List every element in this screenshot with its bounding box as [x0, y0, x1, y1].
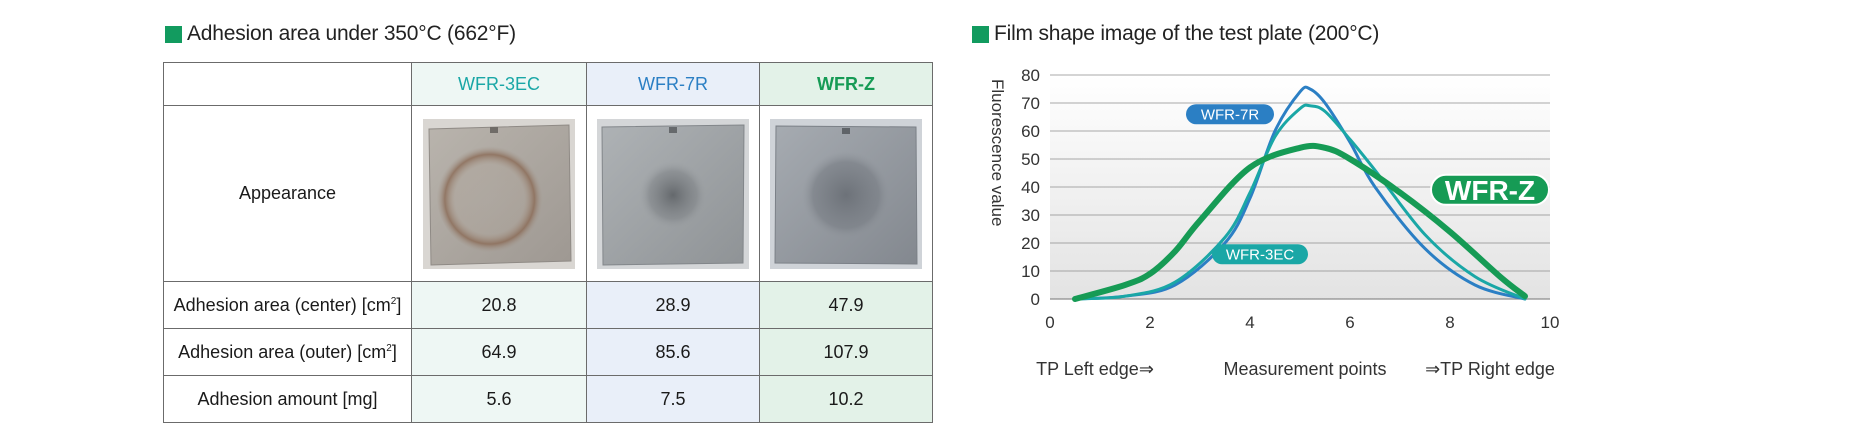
x-tick-label: 10 — [1541, 313, 1560, 332]
table-row-appearance: Appearance — [163, 105, 933, 282]
title-marker-square — [972, 25, 989, 43]
x-axis-label: Measurement points — [1223, 359, 1386, 379]
table-row-adhesion-amount: Adhesion amount [mg] 5.6 7.5 10.2 — [163, 375, 933, 423]
appearance-cell-wfr-7r — [586, 105, 760, 282]
table-cell: 85.6 — [586, 328, 760, 376]
test-plate-image-wfr-3ec — [423, 118, 575, 269]
series-line-wfr-3ec — [1073, 103, 1527, 301]
table-header-row: WFR-3EC WFR-7R WFR-Z — [163, 62, 933, 106]
x-tick-label: 0 — [1045, 313, 1054, 332]
y-tick-label: 30 — [1021, 206, 1040, 225]
row-label-adhesion-center: Adhesion area (center) [cm2] — [163, 281, 412, 329]
appearance-cell-wfr-3ec — [411, 105, 587, 282]
y-axis-ticks: 0 10 20 30 40 50 60 70 80 — [1021, 66, 1040, 309]
row-label-adhesion-outer: Adhesion area (outer) [cm2] — [163, 328, 412, 376]
x-axis-ticks: 0 2 4 6 8 10 — [1045, 313, 1559, 332]
series-label-text: WFR-7R — [1201, 107, 1259, 124]
table-cell: 47.9 — [759, 281, 933, 329]
row-label-text: Adhesion area (center) [cm — [173, 294, 391, 315]
y-tick-label: 40 — [1021, 178, 1040, 197]
row-label-end: ] — [396, 294, 402, 315]
row-label-appearance: Appearance — [163, 105, 412, 282]
y-tick-label: 20 — [1021, 234, 1040, 253]
table-cell: 7.5 — [586, 375, 760, 423]
series-label-wfr-z: WFR-Z — [1430, 173, 1550, 206]
y-tick-label: 10 — [1021, 262, 1040, 281]
row-label-end: ] — [391, 341, 397, 362]
table-row-adhesion-outer: Adhesion area (outer) [cm2] 64.9 85.6 10… — [163, 328, 933, 376]
header-empty-cell — [163, 62, 412, 106]
chart-section-title: Film shape image of the test plate (200°… — [972, 22, 1379, 46]
series-label-badge — [1430, 173, 1550, 206]
series-labels: WFR-7R WFR-3EC WFR-Z — [1186, 104, 1550, 265]
table-cell: 107.9 — [759, 328, 933, 376]
chart-title-text: Film shape image of the test plate (200°… — [994, 22, 1380, 45]
row-label-superscript: 2 — [386, 342, 392, 354]
column-header-wfr-3ec: WFR-3EC — [411, 62, 587, 106]
table-cell: 64.9 — [411, 328, 587, 376]
series-line-wfr-7r — [1073, 85, 1527, 301]
x-tick-label: 8 — [1445, 313, 1454, 332]
table-row-adhesion-center: Adhesion area (center) [cm2] 20.8 28.9 4… — [163, 281, 933, 329]
y-tick-label: 60 — [1021, 122, 1040, 141]
x-axis-left-note: TP Left edge⇒ — [1036, 359, 1154, 379]
series-label-text: WFR-Z — [1445, 175, 1535, 206]
y-tick-label: 50 — [1021, 150, 1040, 169]
row-label-adhesion-amount: Adhesion amount [mg] — [163, 375, 412, 423]
table-cell: 10.2 — [759, 375, 933, 423]
x-axis-right-note: ⇒TP Right edge — [1425, 359, 1555, 379]
series-lines — [1072, 85, 1528, 302]
row-label-text: Adhesion amount [mg] — [197, 388, 378, 409]
x-tick-label: 6 — [1345, 313, 1354, 332]
series-line-wfr-z — [1072, 142, 1528, 302]
column-header-wfr-7r: WFR-7R — [586, 62, 760, 106]
table-cell: 28.9 — [586, 281, 760, 329]
column-header-wfr-z: WFR-Z — [759, 62, 933, 106]
y-axis-label: Fluorescence value — [988, 79, 1007, 226]
table-title-text: Adhesion area under 350°C (662°F) — [187, 22, 516, 45]
title-marker-square — [165, 25, 182, 43]
series-label-text: WFR-3EC — [1226, 247, 1294, 264]
series-label-badge — [1186, 104, 1274, 125]
series-label-badge — [1212, 244, 1308, 265]
series-label-wfr-3ec: WFR-3EC — [1212, 244, 1308, 265]
x-tick-label: 4 — [1245, 313, 1254, 332]
test-plate-image-wfr-7r — [597, 118, 749, 269]
test-plate-image-wfr-z — [770, 118, 922, 269]
table-cell: 5.6 — [411, 375, 587, 423]
table-cell: 20.8 — [411, 281, 587, 329]
table-section-title: Adhesion area under 350°C (662°F) — [165, 22, 516, 46]
y-tick-label: 0 — [1031, 290, 1040, 309]
y-tick-label: 70 — [1021, 94, 1040, 113]
adhesion-table: WFR-3EC WFR-7R WFR-Z Appearance — [163, 62, 933, 423]
row-label-superscript: 2 — [390, 295, 397, 307]
row-label-text: Adhesion area (outer) [cm — [178, 341, 387, 362]
series-label-wfr-7r: WFR-7R — [1186, 104, 1274, 125]
x-tick-label: 2 — [1145, 313, 1154, 332]
appearance-cell-wfr-z — [759, 105, 933, 282]
y-tick-label: 80 — [1021, 66, 1040, 85]
